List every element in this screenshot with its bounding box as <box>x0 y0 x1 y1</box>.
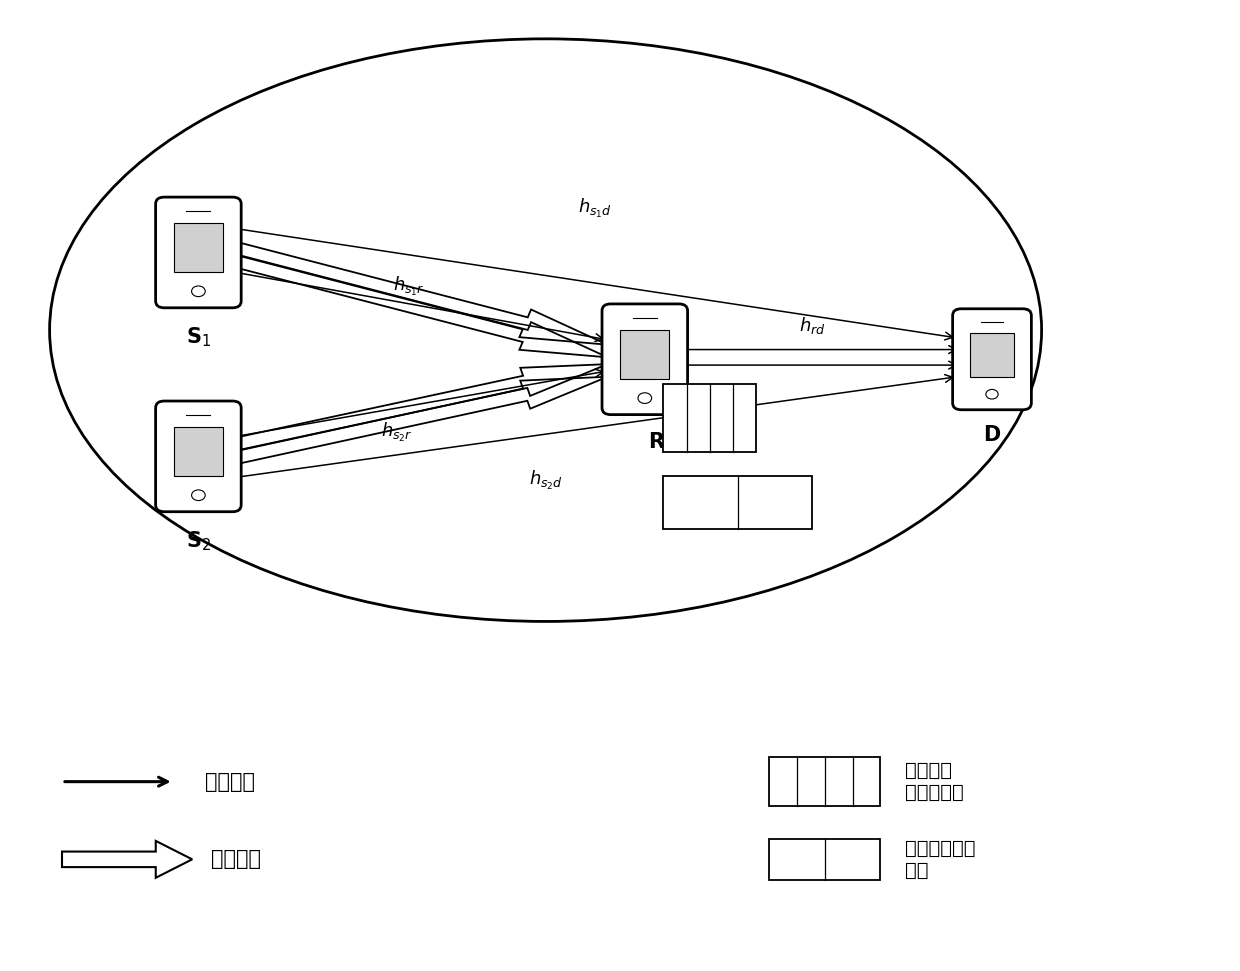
Text: $\mathbf{D}$: $\mathbf{D}$ <box>983 424 1001 445</box>
Text: $h_{s_1r}$: $h_{s_1r}$ <box>393 275 425 298</box>
Bar <box>769 839 880 880</box>
Text: $\mathbf{R}$: $\mathbf{R}$ <box>649 432 666 452</box>
Circle shape <box>191 285 206 297</box>
Bar <box>663 384 756 452</box>
Bar <box>620 330 670 379</box>
Circle shape <box>639 392 652 404</box>
Bar <box>769 757 880 806</box>
Text: $h_{s_1d}$: $h_{s_1d}$ <box>578 197 613 220</box>
Bar <box>174 427 223 476</box>
Circle shape <box>986 389 998 399</box>
FancyBboxPatch shape <box>952 309 1032 410</box>
Text: 信息传输: 信息传输 <box>205 772 254 791</box>
Text: 中继信息
数据包长度: 中继信息 数据包长度 <box>905 761 963 802</box>
Text: $h_{s_2r}$: $h_{s_2r}$ <box>381 420 413 444</box>
Text: $h_{s_2d}$: $h_{s_2d}$ <box>528 469 563 492</box>
Text: $\mathbf{S}_1$: $\mathbf{S}_1$ <box>186 325 211 349</box>
Text: 中继能量存储
容量: 中继能量存储 容量 <box>905 839 976 880</box>
FancyBboxPatch shape <box>603 304 687 415</box>
Text: $h_{rd}$: $h_{rd}$ <box>799 315 826 336</box>
FancyBboxPatch shape <box>156 401 241 512</box>
Circle shape <box>191 489 206 501</box>
Text: $\mathbf{S}_2$: $\mathbf{S}_2$ <box>186 529 211 552</box>
FancyBboxPatch shape <box>156 197 241 308</box>
Bar <box>663 476 812 529</box>
Text: 能量传递: 能量传递 <box>211 850 260 869</box>
Bar <box>174 223 223 272</box>
Bar <box>970 333 1014 377</box>
